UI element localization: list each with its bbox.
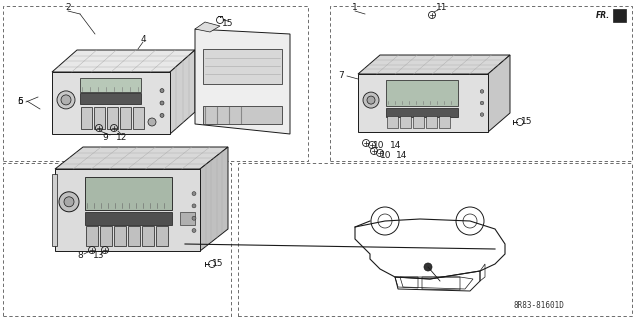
Text: 10: 10 [380,152,392,160]
Bar [3,163,231,316]
Circle shape [61,95,71,105]
Circle shape [424,263,432,271]
Bar [120,107,131,129]
Bar [94,107,105,129]
Circle shape [480,90,484,93]
Bar [107,107,118,129]
Text: 14: 14 [396,152,408,160]
Bar [203,106,282,124]
Bar [358,74,488,132]
Circle shape [160,113,164,117]
Bar [81,107,92,129]
Text: 15: 15 [212,259,224,269]
Text: 14: 14 [390,142,402,151]
Circle shape [367,96,375,104]
Text: 15: 15 [521,117,532,127]
Circle shape [148,118,156,126]
Bar [413,116,424,128]
Polygon shape [358,55,510,74]
Circle shape [192,228,196,233]
Text: 1: 1 [352,4,358,12]
Polygon shape [195,22,220,32]
Bar [100,226,112,246]
Bar [114,226,126,246]
Text: 11: 11 [436,4,448,12]
Text: 9: 9 [102,132,108,142]
Bar [400,116,411,128]
Bar [86,226,98,246]
Circle shape [160,101,164,105]
Polygon shape [170,50,195,134]
Bar [52,174,57,246]
Text: 10: 10 [373,142,385,151]
Circle shape [64,197,74,207]
Bar [133,107,144,129]
Bar [439,116,450,128]
Bar [386,108,458,117]
Bar [238,163,632,316]
Polygon shape [55,147,228,169]
Text: 15: 15 [222,19,234,28]
Bar [55,169,200,251]
Circle shape [480,101,484,105]
Bar [426,116,437,128]
Text: 6: 6 [17,98,23,107]
Bar [156,226,168,246]
Text: 12: 12 [116,132,128,142]
Circle shape [480,113,484,116]
Text: 8: 8 [77,251,83,261]
Circle shape [160,89,164,93]
Bar [52,72,170,134]
Circle shape [363,92,379,108]
Bar [80,78,141,92]
Text: 8R83-81601D: 8R83-81601D [513,300,564,309]
Circle shape [192,204,196,208]
Bar [387,116,398,128]
Text: FR.: FR. [596,11,610,19]
Text: 4: 4 [140,34,146,43]
Bar [203,49,282,84]
Polygon shape [200,147,228,251]
Bar [128,226,140,246]
Circle shape [192,192,196,196]
Bar [142,226,154,246]
Bar [3,6,308,161]
Polygon shape [613,9,626,22]
Bar [180,212,195,225]
Polygon shape [488,55,510,132]
Bar [386,80,458,106]
Bar [80,93,141,104]
Circle shape [192,216,196,220]
Text: 13: 13 [93,251,105,261]
Bar [85,177,172,210]
Polygon shape [195,29,290,134]
Polygon shape [52,50,195,72]
Text: 5: 5 [17,97,23,106]
Circle shape [59,192,79,212]
Text: 2: 2 [65,4,71,12]
Bar [330,6,632,161]
Bar [85,212,172,225]
Circle shape [57,91,75,109]
Text: 7: 7 [338,71,344,80]
